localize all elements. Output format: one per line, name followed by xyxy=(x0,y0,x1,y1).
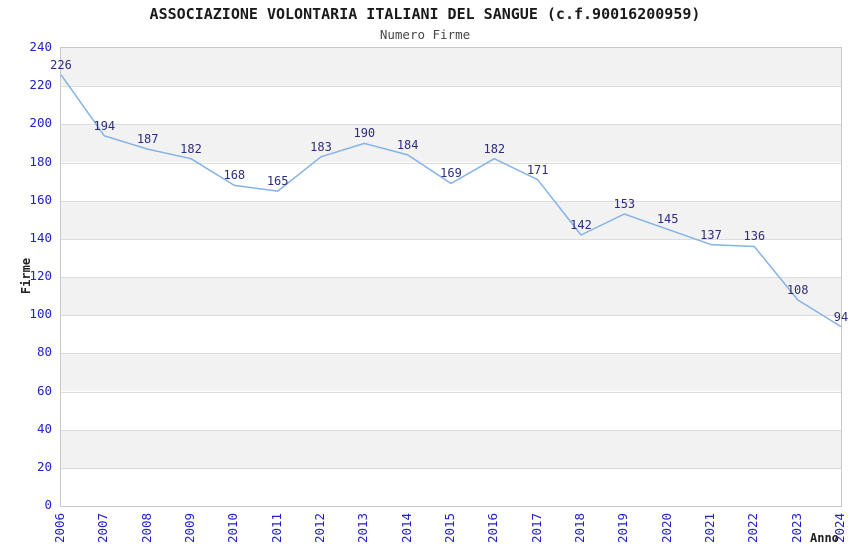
x-axis-tick-label: 2012 xyxy=(312,512,327,544)
x-axis-tick-label: 2008 xyxy=(138,512,154,544)
data-point-label: 184 xyxy=(396,137,419,152)
data-point-label: 145 xyxy=(656,212,679,227)
data-point-label: 171 xyxy=(526,162,549,177)
y-axis-tick-label: 220 xyxy=(29,77,52,93)
y-axis-tick-label: 80 xyxy=(36,344,52,360)
plot-area: 226 194 187 182 168 165 183 190 184 169 182 171 142 1… xyxy=(50,47,848,507)
y-axis-tick-label: 160 xyxy=(29,191,52,207)
x-axis-tick-label: 2015 xyxy=(442,512,457,544)
data-point-label: 226 xyxy=(50,57,72,72)
data-point-label: 190 xyxy=(353,126,376,141)
plot-band xyxy=(61,353,841,392)
plot-band xyxy=(61,200,841,239)
plot-band xyxy=(61,429,841,468)
x-axis-tick-label: 2010 xyxy=(225,512,241,544)
y-axis-tick-label: 40 xyxy=(36,420,52,436)
data-point-label: 136 xyxy=(743,229,766,244)
y-axis-title: Firme xyxy=(19,257,33,295)
data-point-label: 137 xyxy=(700,227,722,242)
x-axis-tick-label: 2019 xyxy=(615,512,631,544)
x-axis-tick-label: 2009 xyxy=(182,512,197,544)
x-axis-tick-label: 2006 xyxy=(52,512,67,544)
data-point-label: 153 xyxy=(613,197,636,212)
chart-title: ASSOCIAZIONE VOLONTARIA ITALIANI DEL SAN… xyxy=(149,5,701,23)
gridline xyxy=(61,467,841,469)
gridline xyxy=(61,200,841,202)
x-axis-tick-label: 2013 xyxy=(355,512,371,544)
y-axis-tick-label: 140 xyxy=(29,229,52,245)
gridline xyxy=(61,124,841,126)
x-axis-tick-label: 2014 xyxy=(398,512,414,544)
plot-band xyxy=(61,277,841,316)
data-point-label: 182 xyxy=(483,141,506,156)
data-point-label: 194 xyxy=(93,118,116,133)
data-point-label: 169 xyxy=(440,166,462,181)
gridline xyxy=(61,238,841,240)
gridline xyxy=(61,277,841,278)
data-point-label: 165 xyxy=(266,174,289,189)
chart-subtitle: Numero Firme xyxy=(379,27,471,42)
x-axis-tick-label: 2007 xyxy=(95,512,111,544)
data-point-label: 168 xyxy=(223,168,246,183)
x-axis-tick-label: 2020 xyxy=(658,512,674,544)
x-axis-tick-label: 2021 xyxy=(702,512,717,544)
trend-line-svg xyxy=(60,74,842,328)
trend-line xyxy=(60,74,842,328)
data-point-label: 182 xyxy=(180,141,202,156)
y-axis-tick-label: 0 xyxy=(44,497,52,512)
y-axis-tick-label: 180 xyxy=(29,153,52,169)
y-axis-tick-label: 100 xyxy=(29,306,52,322)
x-axis-title: Anno xyxy=(810,531,839,545)
y-axis-tick-label: 20 xyxy=(36,458,52,474)
gridline xyxy=(61,353,841,355)
data-point-label: 183 xyxy=(310,139,332,154)
x-axis-tick-label: 2018 xyxy=(572,512,587,544)
y-axis-tick-label: 200 xyxy=(29,115,52,131)
data-point-label: 142 xyxy=(570,218,592,233)
x-axis-tick-label: 2023 xyxy=(788,512,804,544)
gridline xyxy=(61,86,841,88)
y-axis-tick-label: 60 xyxy=(36,382,52,398)
gridline xyxy=(61,429,841,431)
gridline xyxy=(61,162,841,164)
y-axis-tick-label: 120 xyxy=(29,268,52,283)
gridline xyxy=(61,315,841,317)
x-axis-tick-label: 2022 xyxy=(745,512,761,544)
plot-band xyxy=(61,124,841,163)
data-point-label: 94 xyxy=(833,309,849,324)
y-axis-tick-label: 240 xyxy=(29,39,52,54)
data-point-label: 187 xyxy=(136,132,159,147)
x-axis-tick-label: 2017 xyxy=(528,512,544,544)
plot-band xyxy=(61,48,841,87)
gridline xyxy=(61,391,841,393)
x-axis-tick-label: 2016 xyxy=(485,512,501,544)
data-point-label: 108 xyxy=(786,282,809,297)
x-axis-tick-label: 2011 xyxy=(268,512,284,544)
